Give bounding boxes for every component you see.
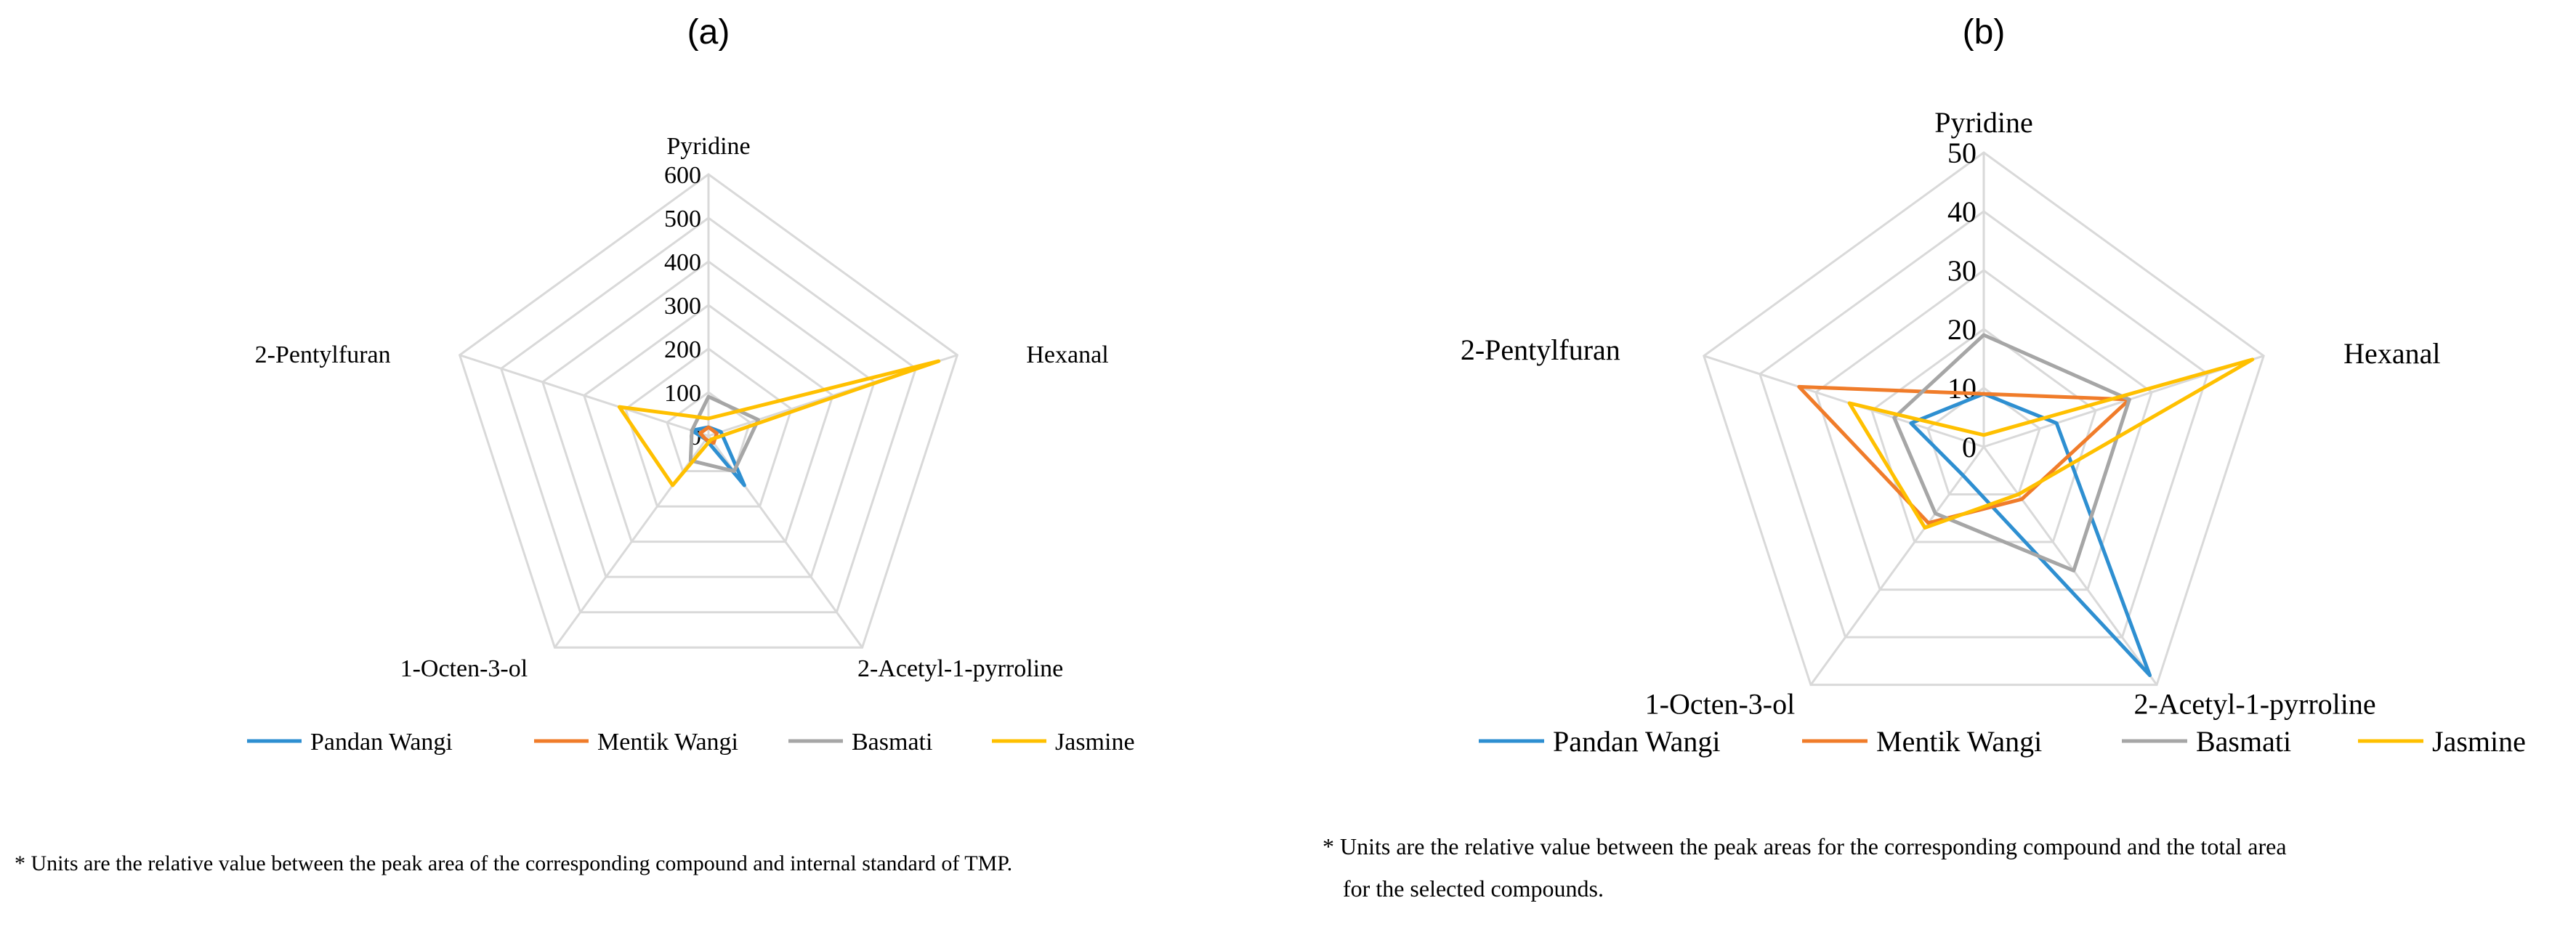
tick-label: 50 [1947, 137, 1977, 169]
axis-label-pyridine: Pyridine [666, 133, 750, 160]
axis-label-1-octen-3-ol: 1-Octen-3-ol [1645, 688, 1796, 721]
legend-label: Jasmine [1055, 729, 1135, 756]
grid-ring [1759, 210, 2209, 639]
footnote-b-line-2: for the selected compounds. [1343, 875, 1604, 902]
series-basmati [688, 394, 760, 474]
legend-item-basmati: Basmati [2122, 725, 2291, 758]
radar-chart-b: (b)01020304050PyridineHexanal2-Acetyl-1-… [1461, 13, 2526, 758]
legend-label: Jasmine [2432, 725, 2526, 758]
grid-spoke [1703, 355, 1985, 448]
grid-ring [458, 173, 959, 649]
legend-item-jasmine: Jasmine [992, 729, 1135, 756]
legend-item-pandan-wangi: Pandan Wangi [1479, 725, 1720, 758]
tick-label: 30 [1947, 254, 1977, 287]
tick-label: 20 [1947, 313, 1977, 346]
legend-label: Pandan Wangi [1553, 725, 1720, 758]
legend-label: Mentik Wangi [1876, 725, 2042, 758]
footnote-b-line-1: * Units are the relative value between t… [1323, 833, 2287, 859]
radar-chart-a: (a)0100200300400500600PyridineHexanal2-A… [247, 13, 1135, 756]
axis-label-2-acetyl-1-pyrroline: 2-Acetyl-1-pyrroline [857, 655, 1063, 682]
grid-ring [666, 391, 751, 473]
axis-label-pyridine: Pyridine [1934, 106, 2033, 139]
legend-label: Basmati [2196, 725, 2291, 758]
axis-label-2-pentylfuran: 2-Pentylfuran [255, 341, 391, 368]
tick-label: 0 [1962, 431, 1977, 464]
footnote-b: * Units are the relative value between t… [1323, 825, 2287, 910]
legend-item-basmati: Basmati [788, 729, 932, 756]
grid-ring [499, 216, 918, 614]
series-basmati [1892, 333, 2131, 572]
series-jasmine [617, 359, 941, 487]
legend-item-pandan-wangi: Pandan Wangi [247, 729, 453, 756]
grid-ring [1703, 151, 2265, 687]
grid-ring [541, 260, 876, 578]
legend-item-mentik-wangi: Mentik Wangi [534, 729, 738, 756]
legend-item-jasmine: Jasmine [2358, 725, 2526, 758]
grid-ring [624, 347, 793, 508]
axis-label-2-pentylfuran: 2-Pentylfuran [1461, 333, 1620, 366]
tick-label: 500 [664, 206, 701, 232]
axis-label-hexanal: Hexanal [1026, 341, 1108, 368]
tick-label: 400 [664, 249, 701, 276]
grid-spoke [1809, 446, 1985, 686]
panel-label: (b) [1963, 13, 2006, 52]
grid-ring [1814, 269, 2153, 591]
series-jasmine [1847, 357, 2255, 530]
grid-spoke [459, 354, 709, 437]
grid-spoke [1982, 446, 2158, 686]
tick-label: 300 [664, 293, 701, 320]
tick-label: 600 [664, 162, 701, 189]
legend-label: Basmati [852, 729, 932, 756]
legend-label: Pandan Wangi [310, 729, 453, 756]
tick-label: 100 [664, 380, 701, 407]
legend-label: Mentik Wangi [597, 729, 738, 756]
tick-label: 200 [664, 336, 701, 363]
footnote-a: * Units are the relative value between t… [15, 851, 1013, 875]
grid-ring [583, 304, 834, 543]
axis-label-hexanal: Hexanal [2343, 337, 2440, 370]
legend-item-mentik-wangi: Mentik Wangi [1802, 725, 2042, 758]
tick-label: 40 [1947, 195, 1977, 228]
axis-label-1-octen-3-ol: 1-Octen-3-ol [400, 655, 528, 682]
series-pandan-wangi [1909, 392, 2152, 678]
series-pandan-wangi [690, 425, 746, 487]
axis-label-2-acetyl-1-pyrroline: 2-Acetyl-1-pyrroline [2133, 688, 2375, 721]
panel-label: (a) [687, 13, 730, 52]
